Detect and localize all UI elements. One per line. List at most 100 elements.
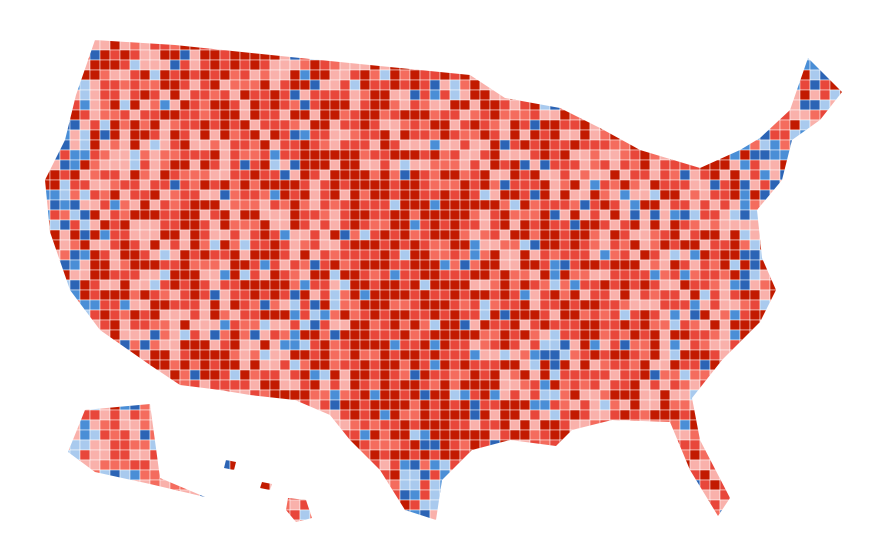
county [699, 99, 711, 111]
county [689, 99, 701, 111]
county [789, 199, 801, 211]
county [439, 89, 451, 101]
county [209, 59, 221, 71]
county [409, 49, 421, 61]
county [479, 49, 491, 61]
county [659, 349, 671, 361]
county [69, 219, 81, 231]
county [439, 359, 451, 371]
county [709, 489, 721, 501]
county [159, 79, 171, 91]
county [639, 239, 651, 251]
county [659, 219, 671, 231]
county [289, 449, 301, 461]
county [379, 359, 391, 371]
county [109, 429, 121, 441]
county [639, 89, 651, 101]
county [839, 189, 842, 201]
county [549, 439, 561, 451]
county [229, 259, 241, 271]
county [219, 509, 231, 521]
county [319, 329, 331, 341]
county [439, 509, 451, 521]
county [239, 299, 251, 311]
county [529, 329, 541, 341]
county [49, 519, 61, 522]
county [749, 40, 761, 51]
county [109, 69, 121, 81]
county [399, 309, 411, 321]
county [779, 499, 791, 511]
county [109, 389, 121, 401]
county [289, 409, 301, 421]
county [379, 419, 391, 431]
county [529, 499, 541, 511]
county [609, 329, 621, 341]
county [639, 309, 651, 321]
county [389, 359, 401, 371]
county [69, 509, 81, 521]
county [839, 139, 842, 151]
county [139, 309, 151, 321]
county [419, 239, 431, 251]
county [669, 459, 681, 471]
county [419, 419, 431, 431]
county [839, 349, 842, 361]
county [739, 79, 751, 91]
county [619, 139, 631, 151]
county [189, 139, 201, 151]
county [59, 479, 71, 491]
county [99, 40, 111, 41]
county [649, 159, 661, 171]
county [339, 319, 351, 331]
county [439, 279, 451, 291]
county [449, 49, 461, 61]
county [99, 409, 111, 421]
county [759, 379, 771, 391]
county [509, 199, 521, 211]
county [249, 499, 261, 511]
county [659, 40, 671, 41]
county [499, 40, 511, 41]
county [429, 239, 441, 251]
county [45, 479, 51, 491]
county [609, 239, 621, 251]
county [779, 59, 791, 71]
county [469, 119, 481, 131]
county [199, 419, 211, 431]
county [569, 489, 581, 501]
county [249, 40, 261, 51]
county [759, 399, 771, 411]
county [479, 479, 491, 491]
county [709, 359, 721, 371]
county [379, 229, 391, 241]
county [789, 139, 801, 151]
county [79, 369, 91, 381]
county [719, 239, 731, 251]
county [759, 479, 771, 491]
county [829, 149, 841, 161]
county [209, 219, 221, 231]
county [759, 349, 771, 361]
county [529, 469, 541, 481]
county [569, 399, 581, 411]
county [579, 449, 591, 461]
county [269, 279, 281, 291]
county [279, 269, 291, 281]
county [379, 399, 391, 411]
county [419, 309, 431, 321]
county [829, 269, 841, 281]
county [289, 79, 301, 91]
county [349, 209, 361, 221]
county [319, 269, 331, 281]
county [759, 129, 771, 141]
county [619, 229, 631, 241]
county [509, 239, 521, 251]
county [199, 189, 211, 201]
county [199, 139, 211, 151]
county [799, 229, 811, 241]
county [349, 109, 361, 121]
county [129, 129, 141, 141]
county [829, 469, 841, 481]
county [679, 449, 691, 461]
